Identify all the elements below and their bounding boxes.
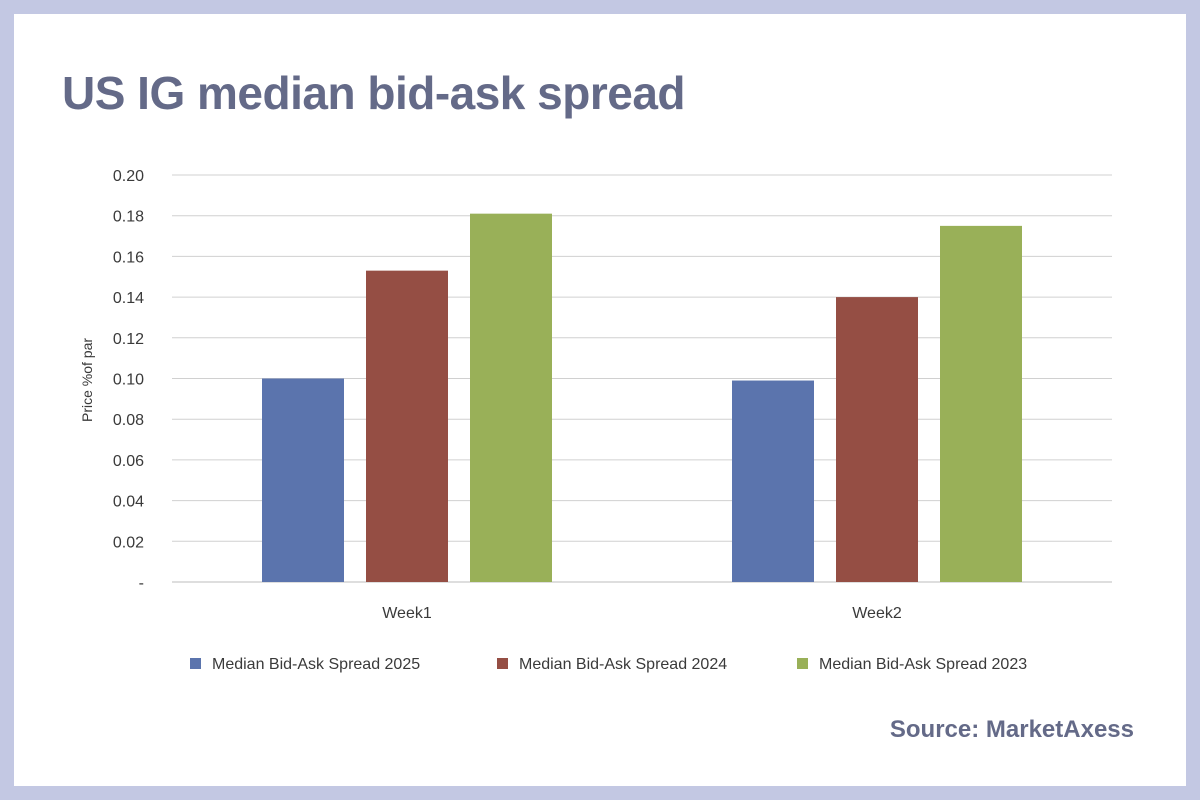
source-note: Source: MarketAxess	[889, 716, 1134, 743]
x-tick-labels: Week1 Week2	[382, 605, 902, 622]
y-axis-label: Price %of par	[79, 338, 95, 422]
y-tick-label: 0.20	[113, 168, 144, 185]
legend-swatch	[190, 658, 201, 669]
chart-title: US IG median bid-ask spread	[62, 67, 686, 119]
y-tick-label: 0.08	[113, 412, 144, 429]
y-tick-label: 0.10	[113, 372, 144, 389]
y-tick-label: 0.06	[113, 453, 144, 470]
legend-item: Median Bid-Ask Spread 2025	[190, 656, 420, 673]
legend-label: Median Bid-Ask Spread 2024	[519, 656, 727, 673]
legend-swatch	[497, 658, 508, 669]
y-tick-label: 0.18	[113, 209, 144, 226]
y-tick-label: 0.14	[113, 290, 144, 307]
x-tick-label: Week1	[382, 605, 432, 622]
x-tick-label: Week2	[852, 605, 902, 622]
y-tick-label: 0.12	[113, 331, 144, 348]
legend-swatch	[797, 658, 808, 669]
legend-item: Median Bid-Ask Spread 2024	[497, 656, 727, 673]
bars	[262, 213, 1022, 583]
bar-2-week1	[366, 270, 448, 582]
bar-2-week2	[836, 297, 918, 582]
bar-3-week2	[940, 225, 1022, 582]
bar-3-week1	[470, 213, 552, 583]
legend-label: Median Bid-Ask Spread 2025	[212, 656, 420, 673]
y-tick-label: -	[139, 575, 144, 592]
bar-1-week2	[732, 380, 814, 582]
y-tick-label: 0.16	[113, 249, 144, 266]
y-tick-label: 0.04	[113, 494, 144, 511]
bar-1-week1	[262, 378, 344, 582]
bar-chart: - 0.02 0.04 0.06 0.08 0.10 0.12 0.14 0.16 0.18 0.2…	[79, 168, 1112, 673]
chart-card: US IG median bid-ask spread - 0.02 0.04 0.0…	[14, 14, 1186, 786]
legend: Median Bid-Ask Spread 2025 Median Bid-Ask…	[190, 656, 1027, 673]
legend-label: Median Bid-Ask Spread 2023	[819, 656, 1027, 673]
y-tick-label: 0.02	[113, 534, 144, 551]
legend-item: Median Bid-Ask Spread 2023	[797, 656, 1027, 673]
y-tick-labels: - 0.02 0.04 0.06 0.08 0.10 0.12 0.14 0.16 0.18 0.2…	[113, 168, 144, 592]
